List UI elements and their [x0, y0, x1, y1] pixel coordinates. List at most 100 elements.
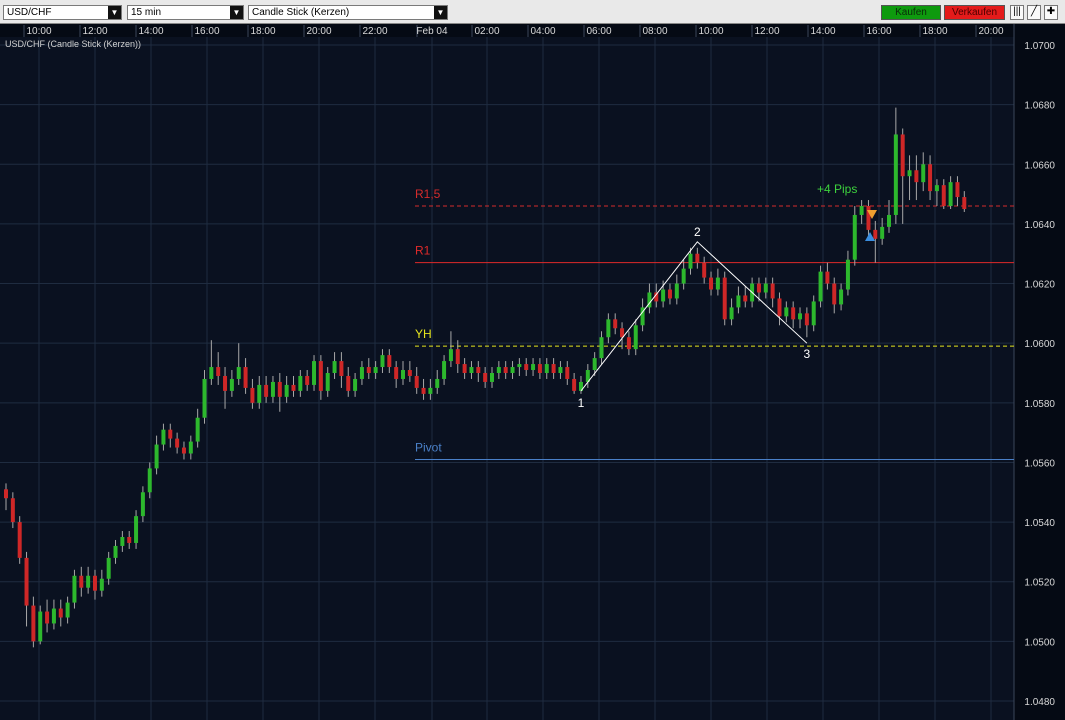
chevron-down-icon[interactable]: ▼ [108, 6, 121, 19]
candle-body [113, 545, 118, 558]
candle-body [264, 384, 269, 397]
candle-body [702, 262, 707, 278]
candle-body [736, 295, 741, 308]
candle-body [65, 602, 70, 618]
candle-body [537, 364, 542, 373]
candle-body [462, 364, 467, 373]
time-tick-label: 10:00 [698, 26, 723, 37]
candle-body [900, 134, 905, 177]
price-tick-label: 1.0620 [1024, 280, 1055, 291]
pattern-point-label: 3 [804, 347, 811, 361]
chevron-down-icon[interactable]: ▼ [230, 6, 243, 19]
candle-body [524, 364, 529, 371]
time-tick-label: 20:00 [978, 26, 1003, 37]
candle-body [859, 206, 864, 215]
time-tick-label: 10:00 [26, 26, 51, 37]
symbol-select[interactable]: USD/CHF ▼ [3, 5, 122, 20]
candle-body [503, 367, 508, 373]
candle-body [791, 307, 796, 320]
candle-body [127, 537, 132, 543]
candle-body [154, 444, 159, 469]
candle-body [688, 253, 693, 269]
candle-body [257, 384, 262, 403]
pattern-point-label: 2 [694, 225, 701, 239]
candle-body [599, 337, 604, 359]
time-axis-panel [0, 24, 1014, 37]
sell-arrow-icon [867, 210, 877, 219]
candle-body [804, 313, 809, 326]
candle-body [763, 283, 768, 293]
candle-body [469, 367, 474, 373]
draw-line-icon[interactable]: ╱ [1027, 5, 1041, 20]
candle-body [277, 381, 282, 397]
pattern-overlay: 1 2 3 [578, 225, 811, 410]
candle-body [414, 375, 419, 388]
time-tick-label: 20:00 [306, 26, 331, 37]
candle-body [312, 361, 317, 385]
candle-body [99, 578, 104, 591]
candle-body [585, 370, 590, 382]
candle-body [510, 367, 515, 373]
time-tick-label: 12:00 [754, 26, 779, 37]
candle-body [202, 378, 207, 418]
chart-toolbar: USD/CHF ▼ 15 min ▼ Candle Stick (Kerzen)… [0, 0, 1065, 24]
candle-body [86, 575, 91, 588]
level-label: R1,5 [415, 187, 441, 201]
candle-body [442, 361, 447, 379]
candle-body [496, 367, 501, 373]
candle-body [798, 313, 803, 320]
candle-body [517, 364, 522, 368]
crosshair-icon[interactable]: ✚ [1044, 5, 1058, 20]
candle-body [387, 355, 392, 368]
chart-title: USD/CHF (Candle Stick (Kerzen)) [5, 39, 141, 49]
candle-body [181, 447, 186, 454]
candle-body [394, 367, 399, 379]
time-tick-label: 06:00 [586, 26, 611, 37]
pivot-levels: R1,5 R1 YH Pivot [415, 187, 1014, 460]
symbol-value: USD/CHF [7, 7, 52, 18]
candle-body [476, 367, 481, 373]
trade-markers [865, 210, 877, 241]
candle-body [551, 364, 556, 373]
price-tick-label: 1.0520 [1024, 578, 1055, 589]
time-axis: 10:00 12:00 14:00 16:00 18:00 20:00 22:00 Feb 0… [23, 25, 1004, 37]
pattern-point-label: 1 [578, 396, 585, 410]
price-tick-label: 1.0480 [1024, 697, 1055, 708]
sell-button[interactable]: Verkaufen [944, 5, 1005, 20]
candle-body [729, 307, 734, 320]
buy-arrow-icon [865, 232, 875, 241]
candle-body [318, 361, 323, 391]
candle-body [620, 328, 625, 338]
timeframe-select[interactable]: 15 min ▼ [127, 5, 244, 20]
time-tick-label: Feb 04 [416, 26, 448, 37]
price-tick-label: 1.0640 [1024, 220, 1055, 231]
chart-type-select[interactable]: Candle Stick (Kerzen) ▼ [248, 5, 448, 20]
candle-body [407, 370, 412, 376]
candle-body [79, 575, 84, 588]
candle-body [722, 277, 727, 320]
candle-body [72, 575, 77, 603]
candle-body [243, 367, 248, 388]
candle-body [654, 292, 659, 302]
candle-body [818, 271, 823, 302]
candle-body [640, 307, 645, 326]
candle-body [914, 170, 919, 183]
price-tick-label: 1.0660 [1024, 160, 1055, 171]
candle-body [325, 373, 330, 391]
chevron-down-icon[interactable]: ▼ [434, 6, 447, 19]
candle-body [31, 605, 36, 642]
time-tick-label: 16:00 [194, 26, 219, 37]
candle-body [934, 185, 939, 192]
bar-chart-icon[interactable]: ||| [1010, 5, 1024, 20]
candlestick-chart[interactable]: 10:00 12:00 14:00 16:00 18:00 20:00 22:00 Feb 0… [0, 24, 1065, 720]
candle-body [483, 373, 488, 382]
candle-body [852, 214, 857, 260]
buy-button[interactable]: Kaufen [881, 5, 941, 20]
candle-body [743, 295, 748, 302]
price-tick-label: 1.0700 [1024, 41, 1055, 52]
candle-body [633, 325, 638, 350]
candle-body [544, 364, 549, 373]
candle-body [832, 283, 837, 305]
candle-body [448, 349, 453, 362]
